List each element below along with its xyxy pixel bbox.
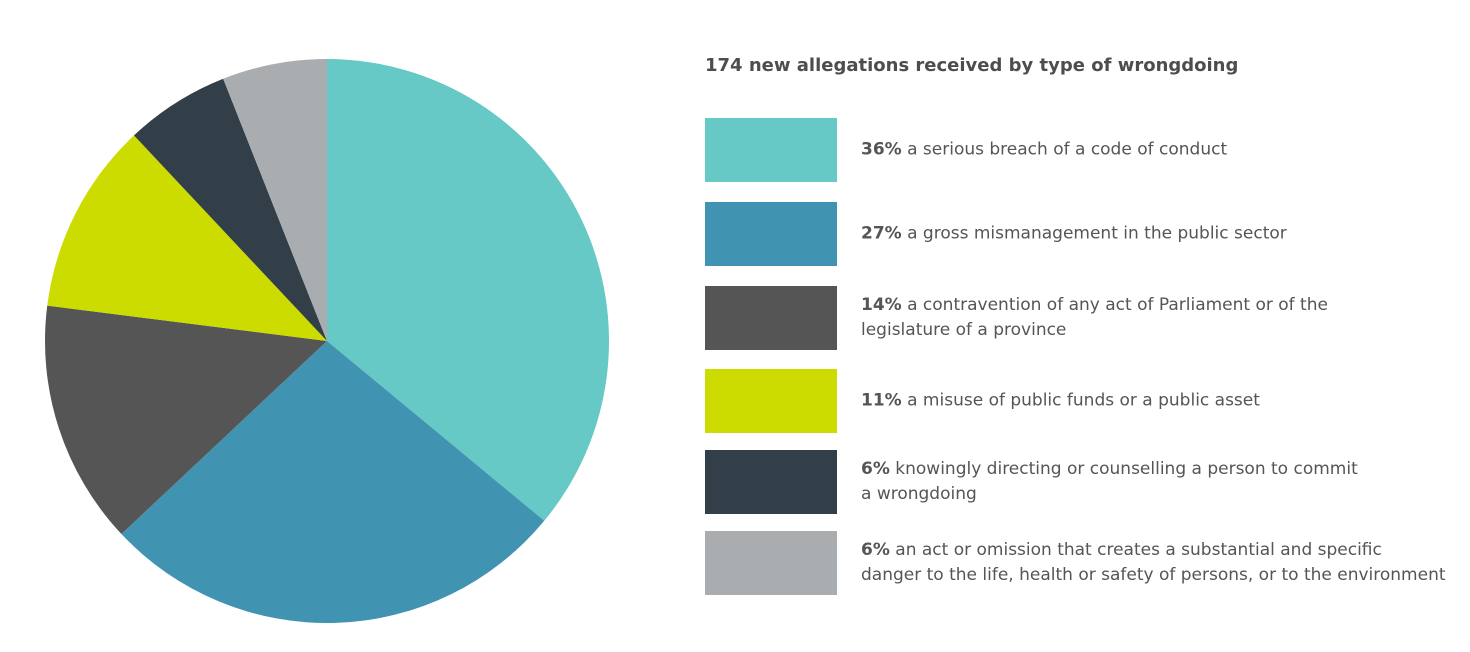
legend-text: a misuse of public funds or a public ass… — [907, 390, 1260, 411]
legend-swatch — [705, 531, 837, 595]
pie-slice — [223, 59, 327, 341]
legend-label: 36% a serious breach of a code of conduc… — [861, 138, 1461, 163]
value-label: 14% — [861, 295, 902, 315]
legend-text: a serious breach of a code of conduct — [907, 139, 1228, 160]
legend-item: 6% knowingly directing or counselling a … — [705, 450, 1465, 514]
value-label: 36% — [861, 139, 902, 160]
legend-label: 27% a gross mismanagement in the public … — [861, 222, 1461, 247]
legend-text: a contravention of any act of Parliament… — [861, 295, 1328, 340]
pie-slice — [45, 305, 328, 535]
pie-slice — [133, 78, 327, 341]
legend-swatch — [705, 202, 837, 266]
legend-item: 6% an act or omission that creates a sub… — [705, 531, 1465, 595]
legend-label: 11% a misuse of public funds or a public… — [861, 389, 1461, 414]
legend-label: 6% knowingly directing or counselling a … — [861, 457, 1461, 507]
value-label: 6% — [861, 540, 890, 560]
legend-item: 14% a contravention of any act of Parlia… — [705, 286, 1465, 350]
legend-text: knowingly directing or counselling a per… — [861, 459, 1358, 504]
legend-label: 6% an act or omission that creates a sub… — [861, 538, 1461, 588]
legend-swatch — [705, 118, 837, 182]
legend-swatch — [705, 369, 837, 433]
legend-text: a gross mismanagement in the public sect… — [907, 223, 1287, 244]
legend-swatch — [705, 450, 837, 514]
legend-item: 27% a gross mismanagement in the public … — [705, 202, 1465, 266]
legend-label: 14% a contravention of any act of Parlia… — [861, 293, 1461, 343]
legend-swatch — [705, 286, 837, 350]
pie-slice — [327, 59, 609, 521]
legend-item: 36% a serious breach of a code of conduc… — [705, 118, 1465, 182]
legend-item: 11% a misuse of public funds or a public… — [705, 369, 1465, 433]
value-label: 27% — [861, 223, 902, 244]
value-label: 11% — [861, 390, 902, 411]
pie-chart — [45, 59, 609, 624]
chart-title: 174 new allegations received by type of … — [705, 55, 1239, 76]
legend-text: an act or omission that creates a substa… — [861, 540, 1446, 585]
value-label: 6% — [861, 459, 890, 479]
pie-slice — [121, 341, 545, 624]
pie-slice — [47, 135, 327, 341]
